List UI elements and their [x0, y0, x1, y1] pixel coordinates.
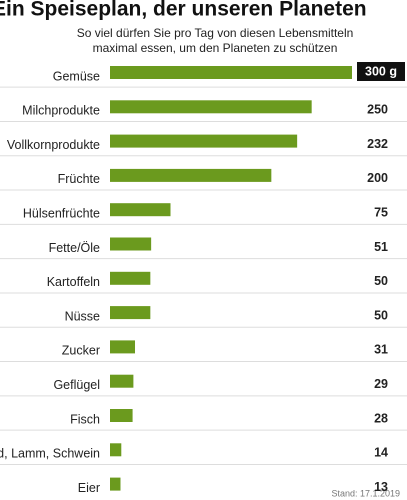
bar [110, 477, 121, 491]
bar [110, 306, 151, 320]
category-label: Fette/Öle [49, 241, 100, 255]
subtitle: So viel dürfen Sie pro Tag von diesen Le… [77, 26, 354, 40]
category-label: Geflügel [53, 378, 100, 392]
value-label: 31 [374, 343, 388, 357]
bar [110, 134, 298, 148]
category-label: Nüsse [65, 309, 100, 323]
value-label: 29 [374, 377, 388, 391]
bar [110, 100, 312, 114]
category-label: Eier [78, 481, 100, 495]
bar [110, 203, 171, 217]
bar [110, 409, 133, 422]
category-label: Fisch [70, 412, 100, 426]
value-label: 50 [374, 308, 388, 322]
value-label: 200 [367, 171, 388, 185]
bar [110, 340, 136, 354]
value-label: 51 [374, 240, 388, 254]
value-label-box [357, 62, 405, 81]
source: Stand: 17.1.2019 [331, 488, 400, 498]
bar [110, 168, 272, 182]
category-label: Früchte [58, 172, 100, 186]
category-label: Kartoffeln [47, 275, 100, 289]
value-label: 28 [374, 411, 388, 425]
subtitle: maximal essen, um den Planeten zu schütz… [93, 41, 338, 55]
bar [110, 443, 122, 457]
chart-title: Ein Speiseplan, der unseren Planeten [0, 0, 367, 21]
value-label: 232 [367, 137, 388, 151]
category-label: Vollkornprodukte [7, 138, 100, 152]
value-label: 300 g [365, 64, 397, 78]
bar [110, 271, 151, 285]
value-label: 14 [374, 446, 388, 460]
value-label: 50 [374, 274, 388, 288]
category-label: Zucker [62, 344, 100, 358]
bar [110, 374, 134, 388]
category-label: Rind, Lamm, Schwein [0, 447, 100, 461]
category-label: Milchprodukte [22, 104, 100, 118]
value-label: 75 [374, 205, 388, 219]
value-label: 13 [374, 480, 388, 494]
bar [110, 66, 352, 79]
category-label: Gemüse [53, 69, 100, 83]
category-label: Hülsenfrüchte [23, 206, 100, 220]
value-label: 250 [367, 103, 388, 117]
bar [110, 237, 152, 251]
